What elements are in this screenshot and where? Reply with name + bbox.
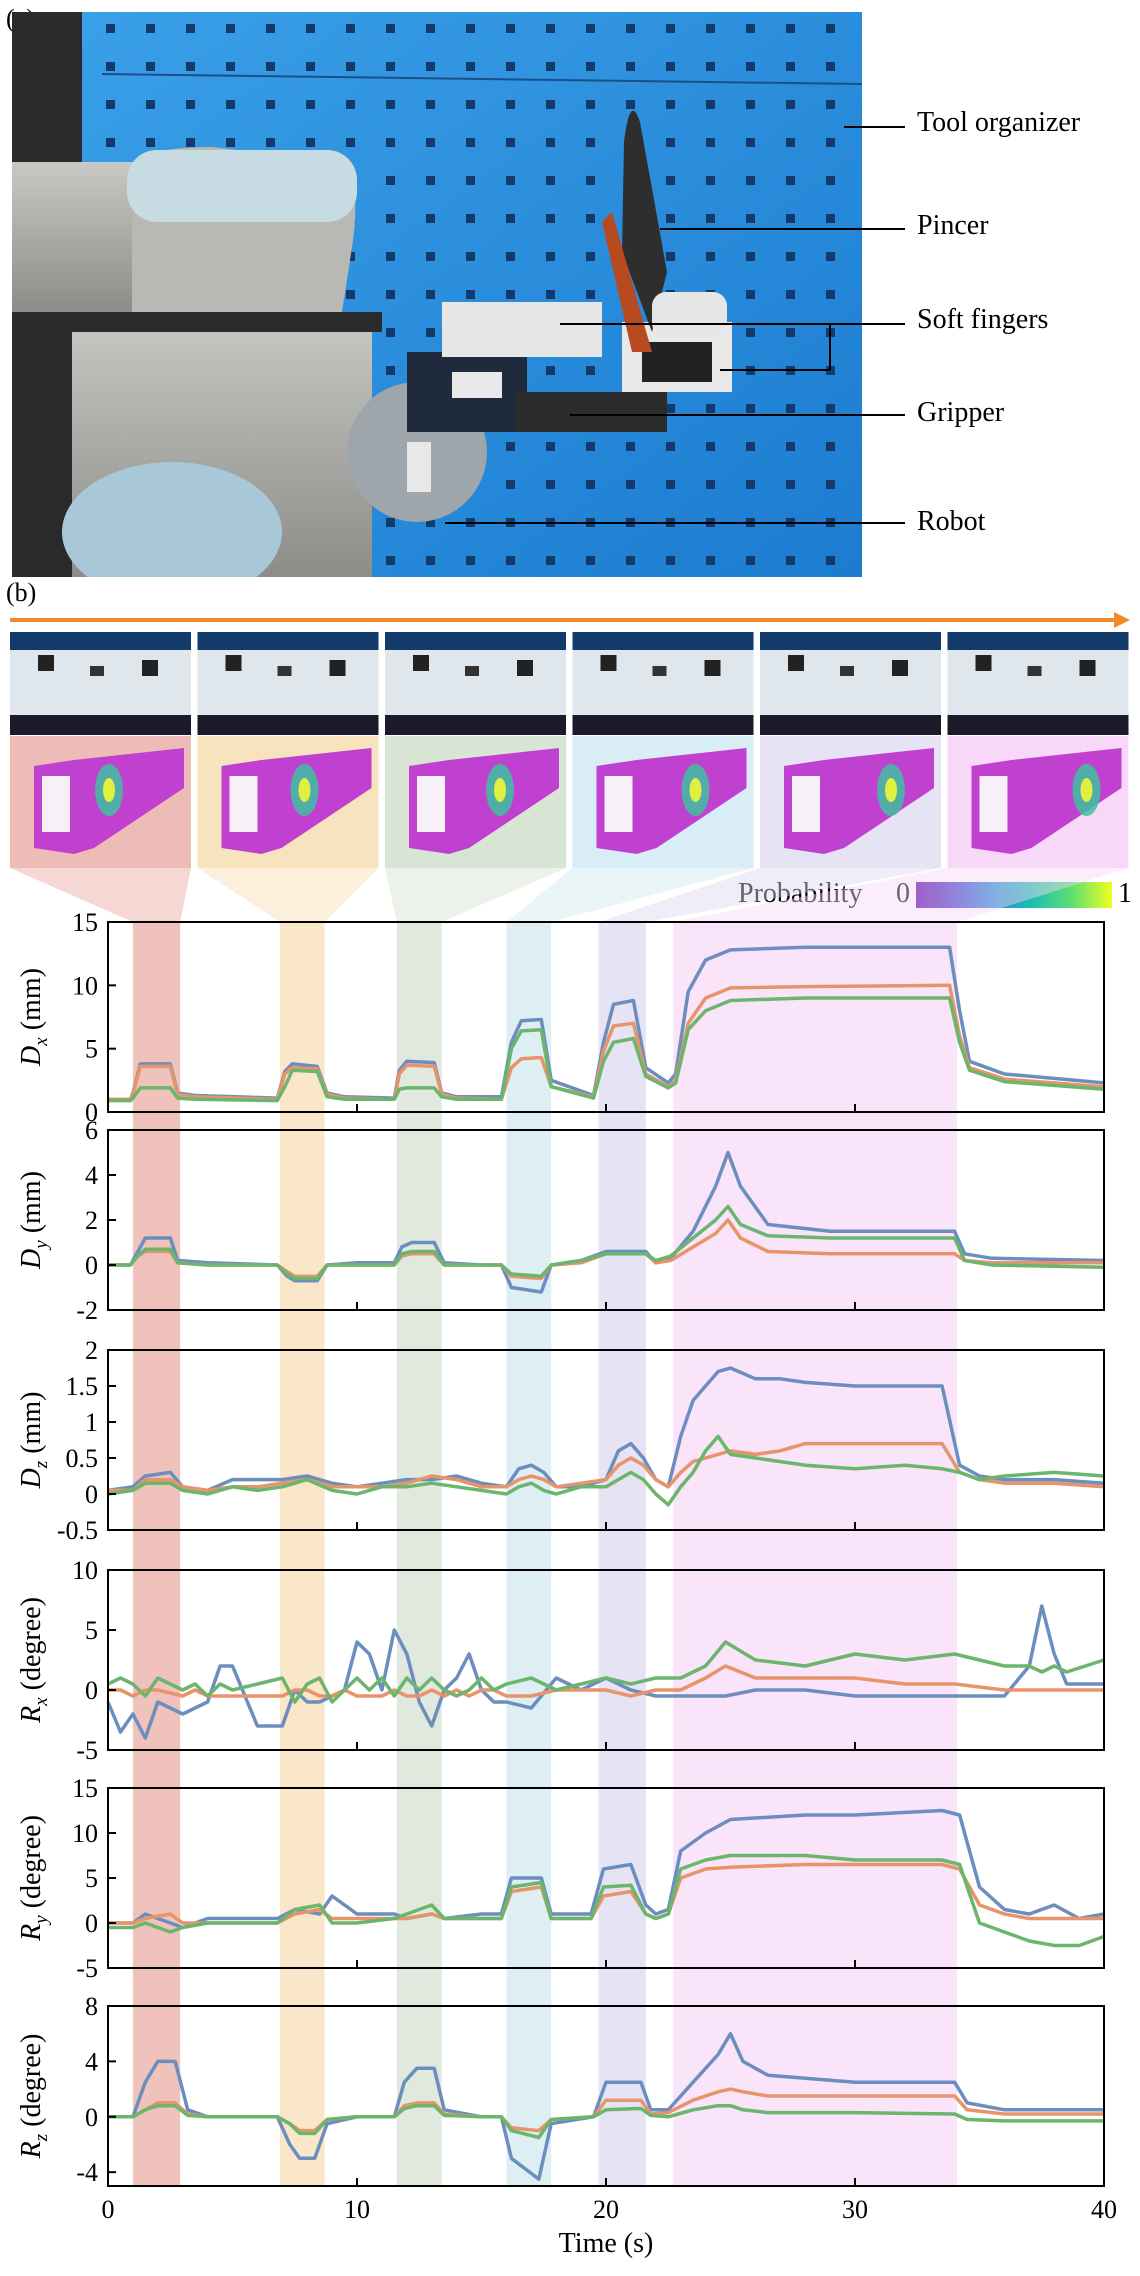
y-axis-label: Rx (degree) (16, 1597, 52, 1724)
highlight-band (132, 922, 181, 2186)
frame-connector (598, 868, 941, 922)
x-tick-label: 30 (842, 2195, 868, 2224)
series-line-green (108, 996, 1105, 1103)
y-tick-label: 0 (85, 1676, 98, 1705)
frame-connector (197, 868, 379, 922)
colorbar-max-label: 1 (1118, 878, 1132, 909)
y-tick-label: -5 (76, 1954, 98, 1983)
highlight-band (279, 922, 325, 2186)
frame-sequence (10, 612, 1130, 868)
y-tick-label: 2 (85, 1206, 98, 1235)
frame-connector (673, 868, 1129, 922)
chart-panel: 0 5 10 15 Dx (mm) (16, 908, 1105, 1127)
robot-photo: Tool organizer Pincer Soft fingers Gripp… (12, 12, 1080, 577)
frame-strip (10, 632, 1129, 868)
chart-panel: -0.5 0 0.5 1 1.5 2 Dz (mm) (16, 1336, 1105, 1545)
y-tick-label: 0 (85, 2103, 98, 2132)
y-axis-label: Ry (degree) (16, 1815, 52, 1942)
panel-b-label: (b) (6, 578, 37, 607)
x-tick-label: 0 (102, 2195, 115, 2224)
series-line-green (107, 1640, 1105, 1704)
series-line-green (108, 2103, 1104, 2140)
colorbar-min-label: 0 (896, 878, 910, 909)
y-axis-label: Dz (mm) (16, 1392, 52, 1490)
y-tick-label: -0.5 (57, 1516, 98, 1545)
y-tick-label: 1.5 (66, 1372, 99, 1401)
probability-colorbar (916, 882, 1112, 908)
y-tick-label: 5 (85, 1864, 98, 1893)
series-line-green (108, 1204, 1105, 1281)
y-tick-label: -4 (76, 2158, 98, 2187)
callout-soft-fingers: Soft fingers (917, 304, 1049, 335)
chart-panel: -5 0 5 10 Rx (degree) (16, 1556, 1105, 1765)
sequence-frame (385, 632, 566, 868)
y-axis-label: Dx (mm) (16, 968, 52, 1067)
y-tick-label: 6 (85, 1116, 98, 1145)
y-tick-label: 1 (85, 1408, 98, 1437)
y-tick-label: 2 (85, 1336, 98, 1365)
y-tick-label: 5 (85, 1616, 98, 1645)
series-line-green (108, 1853, 1105, 1948)
series-line-orange (108, 1441, 1105, 1493)
x-axis-label: Time (s) (559, 2228, 654, 2259)
callout-robot: Robot (917, 506, 986, 537)
highlight-band (396, 922, 442, 2186)
frame-connector (10, 868, 191, 922)
sequence-frame (760, 632, 941, 868)
y-tick-label: 0 (85, 1251, 98, 1280)
chart-panel: -5 0 5 10 15 Ry (degree) (16, 1774, 1105, 1983)
y-tick-label: 0 (85, 1098, 98, 1127)
x-tick-label: 40 (1091, 2195, 1117, 2224)
robot-photo-illustration (12, 12, 862, 577)
highlight-band (598, 922, 646, 2186)
sequence-frame (10, 632, 191, 868)
chart-panel: -4 0 4 8 Rz (degree) (16, 1992, 1105, 2187)
y-tick-label: 4 (85, 2047, 98, 2076)
x-tick-label: 10 (344, 2195, 370, 2224)
series-line-blue (106, 1604, 1104, 1740)
chart-panel: -2 0 2 4 6 Dy (mm) (16, 1116, 1105, 1325)
y-tick-label: 10 (72, 1556, 98, 1585)
series-line-green (107, 1434, 1105, 1507)
y-tick-label: 10 (72, 1819, 98, 1848)
callout-pincer: Pincer (917, 210, 989, 241)
y-tick-label: 5 (85, 1035, 98, 1064)
sequence-frame (947, 632, 1129, 868)
y-tick-label: -2 (76, 1296, 98, 1325)
y-tick-label: 0 (85, 1909, 98, 1938)
colorbar-title: Probability (738, 878, 863, 909)
sequence-frame (572, 632, 754, 868)
frame-connector (506, 868, 754, 922)
highlight-band (506, 922, 552, 2186)
highlight-band (673, 922, 958, 2186)
frame-connector (385, 868, 566, 922)
y-axis-label: Rz (degree) (16, 2034, 52, 2160)
y-tick-label: 0 (85, 1480, 98, 1509)
y-tick-label: 10 (72, 971, 98, 1000)
sequence-frame (197, 632, 379, 868)
y-axis-label: Dy (mm) (16, 1171, 52, 1270)
series-line-orange (108, 983, 1105, 1102)
callout-gripper: Gripper (917, 397, 1005, 428)
y-tick-label: 4 (85, 1161, 98, 1190)
y-tick-label: 8 (85, 1992, 98, 2021)
y-tick-label: 15 (72, 908, 98, 937)
callout-tool-organizer: Tool organizer (917, 107, 1081, 138)
y-tick-label: 0.5 (66, 1444, 99, 1473)
x-tick-label: 20 (593, 2195, 619, 2224)
highlight-bands (10, 868, 1129, 2186)
y-tick-label: 15 (72, 1774, 98, 1803)
y-tick-label: -5 (76, 1736, 98, 1765)
